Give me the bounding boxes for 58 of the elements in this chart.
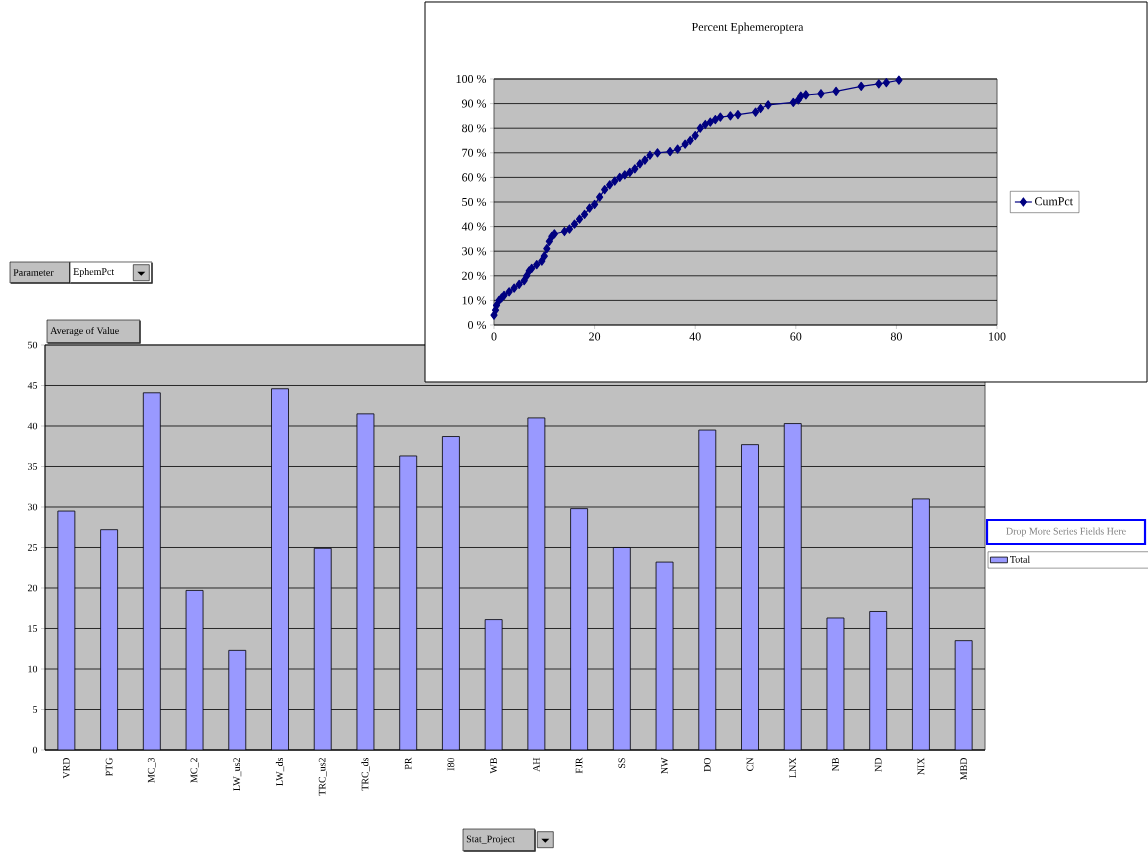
x-tick-label: DO: [703, 757, 711, 772]
x-tick-label: 40: [689, 332, 701, 341]
x-tick-label: PTG: [105, 757, 113, 777]
y-tick-label: 80 %: [462, 124, 487, 133]
x-tick-label: NIX: [917, 757, 925, 775]
y-tick-label: 70 %: [462, 148, 487, 157]
chart-title: Percent Ephemeroptera: [691, 22, 804, 34]
y-tick-label: 30 %: [462, 247, 487, 256]
x-tick-label: NB: [832, 758, 839, 772]
x-tick-label: TRC_us2: [318, 758, 327, 796]
x-tick-label: WB: [490, 758, 497, 774]
x-tick-label: 60: [790, 332, 802, 341]
y-tick-label: 45: [27, 382, 38, 389]
x-tick-label: NW: [661, 757, 668, 774]
x-tick-label: LNX: [789, 757, 796, 778]
y-tick-label: 40: [27, 422, 38, 430]
x-tick-label: AH: [533, 757, 540, 772]
text: EphemPct: [73, 267, 115, 278]
text: Parameter: [13, 269, 54, 276]
y-tick-label: 50: [28, 341, 38, 349]
y-tick-label: 10: [28, 665, 38, 673]
x-tick-label: PR: [404, 757, 412, 770]
y-tick-label: 15: [28, 625, 38, 632]
y-tick-label: 90 %: [461, 99, 487, 108]
y-tick-label: 10 %: [462, 296, 487, 305]
legend-label: CumPct: [1034, 197, 1073, 206]
y-tick-label: 35: [28, 463, 38, 470]
x-tick-label: MC_3: [147, 757, 156, 783]
x-tick-label: I80: [447, 757, 455, 771]
y-tick-label: 5: [33, 706, 38, 713]
y-tick-label: 100 %: [456, 74, 487, 84]
x-tick-label: ND: [874, 757, 882, 772]
y-tick-label: 0 %: [468, 320, 487, 330]
y-tick-label: 0: [32, 746, 38, 754]
y-tick-label: 20 %: [462, 271, 487, 280]
x-tick-label: MBD: [960, 757, 967, 780]
x-tick-label: LW_ds: [275, 757, 285, 786]
x-tick-label: 80: [890, 332, 902, 341]
y-tick-label: 20: [27, 584, 38, 592]
x-tick-label: 20: [589, 332, 601, 341]
x-tick-label: VRD: [63, 757, 70, 779]
y-tick-label: 40 %: [461, 222, 487, 231]
y-tick-label: 25: [27, 544, 38, 551]
text: Drop More Series Fields Here: [1006, 527, 1126, 537]
x-axis-title: Stat_Project: [466, 835, 515, 845]
x-tick-label: LW_us2: [233, 758, 242, 791]
x-tick-label: MC_2: [190, 758, 199, 783]
x-tick-label: SS: [618, 758, 626, 768]
x-tick-label: 0: [491, 332, 497, 341]
y-tick-label: 30: [28, 503, 38, 511]
x-tick-label: CN: [746, 757, 754, 771]
x-tick-label: 100: [989, 332, 1006, 341]
x-tick-label: FJR: [575, 757, 583, 774]
y-tick-label: 60 %: [462, 173, 487, 182]
y-tick-label: 50 %: [462, 197, 487, 207]
legend-label: Total: [1010, 555, 1030, 563]
x-tick-label: TRC_ds: [361, 757, 370, 791]
y-axis-title: Average of Value: [50, 326, 119, 337]
